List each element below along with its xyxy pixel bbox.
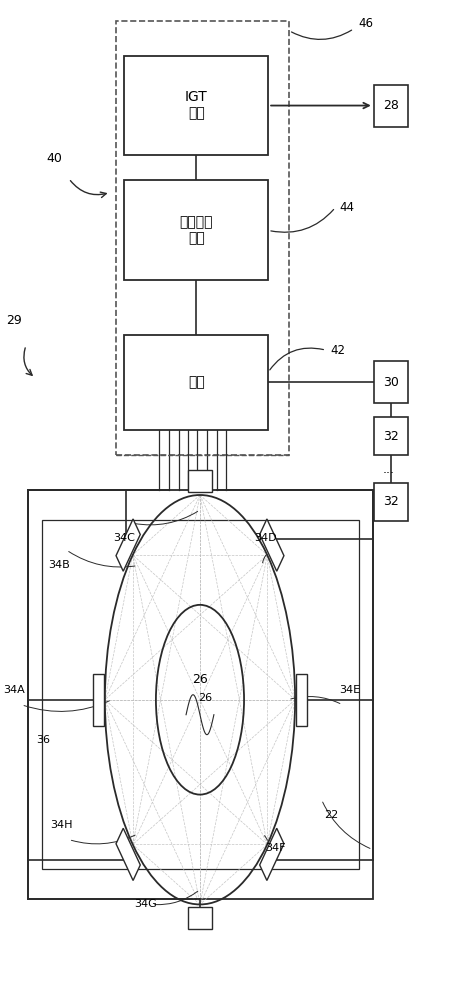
- Bar: [374, 417, 409, 455]
- Text: 40: 40: [47, 152, 63, 165]
- Text: 22: 22: [324, 810, 338, 820]
- Text: 26: 26: [192, 673, 208, 686]
- Bar: [374, 85, 409, 127]
- Text: 46: 46: [358, 17, 373, 30]
- Text: ...: ...: [383, 463, 395, 476]
- Text: 燃烧动态
分析: 燃烧动态 分析: [179, 215, 213, 245]
- Bar: [124, 56, 268, 155]
- Text: 34D: 34D: [254, 533, 277, 543]
- Bar: [42, 520, 359, 869]
- Text: 34B: 34B: [48, 560, 70, 570]
- Bar: [296, 674, 307, 726]
- Text: 32: 32: [383, 495, 399, 508]
- Bar: [28, 490, 372, 899]
- Bar: [260, 828, 284, 880]
- Text: 34A: 34A: [4, 685, 25, 695]
- Text: 44: 44: [340, 201, 355, 214]
- Text: 30: 30: [383, 376, 399, 389]
- Bar: [124, 335, 268, 430]
- Text: 34G: 34G: [134, 899, 157, 909]
- Bar: [374, 361, 409, 403]
- Text: 29: 29: [7, 314, 22, 327]
- Text: 32: 32: [383, 430, 399, 443]
- Text: 34H: 34H: [50, 820, 73, 830]
- Bar: [260, 519, 284, 571]
- Text: IGT
控制: IGT 控制: [185, 90, 208, 121]
- Bar: [188, 470, 212, 492]
- Bar: [374, 483, 409, 521]
- Bar: [116, 519, 140, 571]
- Text: 34F: 34F: [265, 843, 285, 853]
- Text: 34C: 34C: [113, 533, 135, 543]
- Text: 42: 42: [330, 344, 345, 357]
- Text: 26: 26: [199, 693, 212, 703]
- Bar: [124, 180, 268, 280]
- Text: 36: 36: [36, 735, 50, 745]
- Bar: [188, 907, 212, 929]
- Text: 34E: 34E: [339, 685, 360, 695]
- Bar: [116, 21, 289, 455]
- Text: 监测: 监测: [188, 375, 205, 389]
- Text: 28: 28: [383, 99, 399, 112]
- Bar: [116, 828, 140, 880]
- Bar: [93, 674, 103, 726]
